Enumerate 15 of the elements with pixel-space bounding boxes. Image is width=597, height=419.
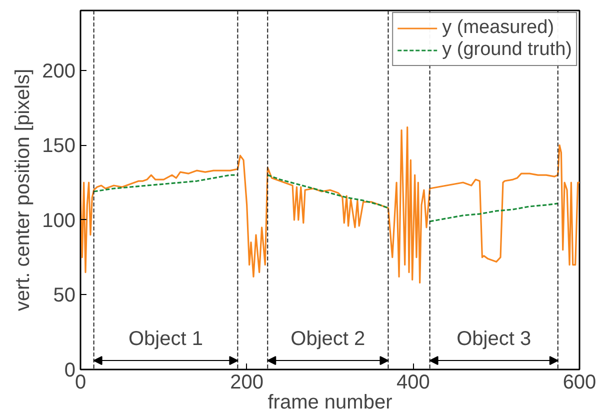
y-tick-label: 50 — [53, 284, 76, 307]
annotation: Object 3 — [456, 328, 532, 350]
y-tick-label: 150 — [42, 135, 76, 158]
x-tick-label: 400 — [396, 372, 430, 394]
annotation: Object 2 — [290, 328, 366, 350]
x-axis-title: frame number — [268, 392, 393, 414]
y-axis-title: vert. center position [pixels] — [12, 68, 34, 312]
legend-label: y (measured) — [442, 17, 554, 39]
x-tick-label: 200 — [230, 372, 264, 394]
legend-label: y (ground truth) — [442, 39, 572, 61]
y-tick-label: 200 — [42, 60, 76, 82]
annotation: Object 1 — [128, 328, 203, 350]
y-tick-label: 100 — [42, 210, 76, 232]
line-series — [80, 126, 580, 284]
x-tick-label: 600 — [562, 372, 596, 394]
